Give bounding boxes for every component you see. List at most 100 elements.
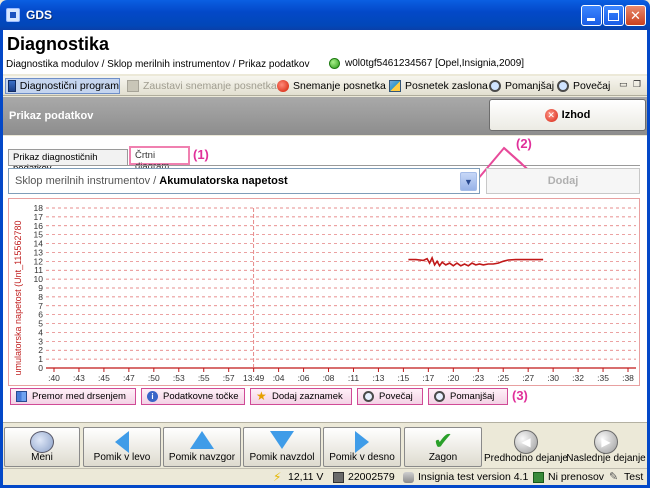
chart-zoom-out-label: Pomanjšaj bbox=[450, 391, 495, 402]
chart-ylabel: umulatorska napetost (Unt_115562780 bbox=[13, 221, 23, 376]
maximize-button[interactable] bbox=[603, 5, 624, 26]
exit-label: Izhod bbox=[561, 109, 591, 121]
y-tick-label: 1 bbox=[38, 354, 43, 364]
x-tick-label: :06 bbox=[298, 373, 310, 383]
close-icon: ✕ bbox=[630, 8, 641, 23]
panel-header: Prikaz podatkov ✕ Izhod bbox=[3, 97, 647, 135]
x-tick-label: :32 bbox=[572, 373, 584, 383]
tab-diagnostic-data[interactable]: Prikaz diagnostičnih podatkov bbox=[8, 149, 128, 174]
menu-button[interactable]: Meni bbox=[4, 427, 80, 467]
vehicle-id: w0l0tgf5461234567 [Opel,Insignia,2009] bbox=[345, 58, 525, 69]
y-tick-label: 5 bbox=[38, 319, 43, 329]
stop-icon bbox=[127, 80, 139, 92]
x-tick-label: :47 bbox=[123, 373, 135, 383]
scroll-pause-label: Premor med drsenjem bbox=[32, 391, 126, 402]
x-tick-label: :30 bbox=[547, 373, 559, 383]
checkmark-icon: ✔ bbox=[432, 428, 454, 455]
add-button[interactable]: Dodaj bbox=[486, 168, 640, 194]
status-version: Insignia test version 4.1 bbox=[403, 471, 528, 483]
chart-toolbar: Premor med drsenjem i Podatkovne točke ★… bbox=[8, 386, 640, 408]
y-tick-label: 4 bbox=[38, 327, 43, 337]
pan-left-button[interactable]: Pomik v levo bbox=[83, 427, 161, 467]
y-tick-label: 8 bbox=[38, 292, 43, 302]
y-tick-label: 2 bbox=[38, 345, 43, 355]
x-tick-label: :43 bbox=[73, 373, 85, 383]
tab-line-chart-label: Črtni diagram bbox=[135, 150, 170, 172]
stop-recording-label: Zaustavi snemanje posnetka bbox=[143, 80, 277, 92]
pan-up-button[interactable]: Pomik navzgor bbox=[163, 427, 241, 467]
x-tick-label: :40 bbox=[48, 373, 60, 383]
breadcrumb: Diagnostika modulov / Sklop merilnih ins… bbox=[6, 59, 310, 70]
x-tick-label: :38 bbox=[622, 373, 634, 383]
y-tick-label: 11 bbox=[34, 265, 43, 275]
window-titlebar: GDS ✕ bbox=[0, 0, 650, 30]
zoom-out-icon bbox=[434, 391, 445, 402]
data-points-button[interactable]: i Podatkovne točke bbox=[141, 388, 245, 405]
pan-right-button[interactable]: Pomik v desno bbox=[323, 427, 401, 467]
minimize-icon bbox=[587, 18, 595, 21]
toolbar-zoom-out-button[interactable]: Pomanjšaj bbox=[487, 78, 554, 94]
star-icon: ★ bbox=[256, 389, 267, 403]
next-action-label: Naslednje dejanje bbox=[566, 453, 646, 464]
device-id-value: 22002579 bbox=[348, 471, 395, 483]
toolbar-zoom-in-button[interactable]: Povečaj bbox=[555, 78, 610, 94]
diag-program-button[interactable]: Diagnostični program bbox=[5, 78, 120, 94]
lightning-icon: ⚡ bbox=[273, 469, 282, 484]
x-tick-label: :04 bbox=[273, 373, 285, 383]
minimize-button[interactable] bbox=[581, 5, 602, 26]
x-tick-label: :53 bbox=[173, 373, 185, 383]
connection-status-icon bbox=[329, 58, 340, 69]
toolbar-zoom-in-label: Povečaj bbox=[573, 80, 611, 92]
next-action-button[interactable]: ▶ Naslednje dejanje bbox=[566, 427, 646, 467]
prev-action-button[interactable]: ◀ Predhodno dejanje bbox=[484, 427, 568, 467]
status-voltage: ⚡ 12,11 V bbox=[273, 469, 323, 484]
toolbar-zoom-out-label: Pomanjšaj bbox=[505, 80, 555, 92]
chart-zoom-out-button[interactable]: Pomanjšaj bbox=[428, 388, 508, 405]
record-icon bbox=[277, 80, 289, 92]
panel-restore-icon[interactable]: ❐ bbox=[633, 79, 642, 89]
pan-right-label: Pomik v desno bbox=[329, 452, 395, 463]
status-device: 22002579 bbox=[333, 471, 395, 483]
add-markers-button[interactable]: ★ Dodaj zaznamek bbox=[250, 388, 352, 405]
recording-button[interactable]: Snemanje posnetka bbox=[275, 78, 386, 94]
x-tick-label: :20 bbox=[447, 373, 459, 383]
scroll-pause-button[interactable]: Premor med drsenjem bbox=[10, 388, 136, 405]
tab-line-chart[interactable]: Črtni diagram bbox=[129, 146, 190, 172]
x-tick-label: :17 bbox=[422, 373, 434, 383]
line-chart[interactable]: 0123456789101112131415161718:40:43:45:47… bbox=[8, 198, 640, 386]
arrow-up-icon bbox=[190, 431, 214, 449]
data-points-label: Podatkovne točke bbox=[163, 391, 239, 402]
stop-recording-button[interactable]: Zaustavi snemanje posnetka bbox=[125, 78, 277, 94]
info-icon: i bbox=[147, 391, 158, 402]
arrow-down-icon bbox=[270, 431, 294, 449]
menu-label: Meni bbox=[31, 452, 53, 463]
chart-zoom-in-button[interactable]: Povečaj bbox=[357, 388, 423, 405]
series-line bbox=[408, 255, 544, 268]
version-value: Insignia test version 4.1 bbox=[418, 471, 529, 483]
menu-icon bbox=[30, 431, 54, 453]
y-tick-label: 18 bbox=[34, 203, 44, 213]
chevron-right-icon: ▶ bbox=[594, 430, 618, 454]
chart-frame bbox=[8, 198, 640, 386]
status-bar: ⚡ 12,11 V 22002579 Insignia test version … bbox=[3, 468, 647, 485]
start-button[interactable]: ✔ Zagon bbox=[404, 427, 482, 467]
x-tick-label: :57 bbox=[223, 373, 235, 383]
annotation-1: (1) bbox=[193, 147, 209, 162]
screenshot-button[interactable]: Posnetek zaslona bbox=[387, 78, 488, 94]
panel-minimize-icon[interactable]: ▭ bbox=[619, 79, 628, 89]
add-markers-label: Dodaj zaznamek bbox=[272, 391, 343, 402]
y-tick-label: 13 bbox=[34, 247, 44, 257]
exit-button[interactable]: ✕ Izhod bbox=[489, 99, 646, 131]
wand-icon: ✎ bbox=[609, 470, 619, 483]
window-title: GDS bbox=[26, 8, 53, 22]
vehicle-info: w0l0tgf5461234567 [Opel,Insignia,2009] bbox=[329, 58, 524, 69]
signal-selector[interactable]: Sklop merilnih instrumentov / Akumulator… bbox=[8, 168, 480, 194]
chevron-down-icon[interactable]: ▼ bbox=[460, 172, 477, 191]
pan-up-label: Pomik navzgor bbox=[168, 452, 236, 463]
x-tick-label: :35 bbox=[597, 373, 609, 383]
arrow-left-icon bbox=[115, 431, 129, 453]
pan-down-button[interactable]: Pomik navzdol bbox=[243, 427, 321, 467]
arrow-right-icon bbox=[355, 431, 369, 453]
close-button[interactable]: ✕ bbox=[625, 5, 646, 26]
document-icon bbox=[533, 471, 544, 483]
